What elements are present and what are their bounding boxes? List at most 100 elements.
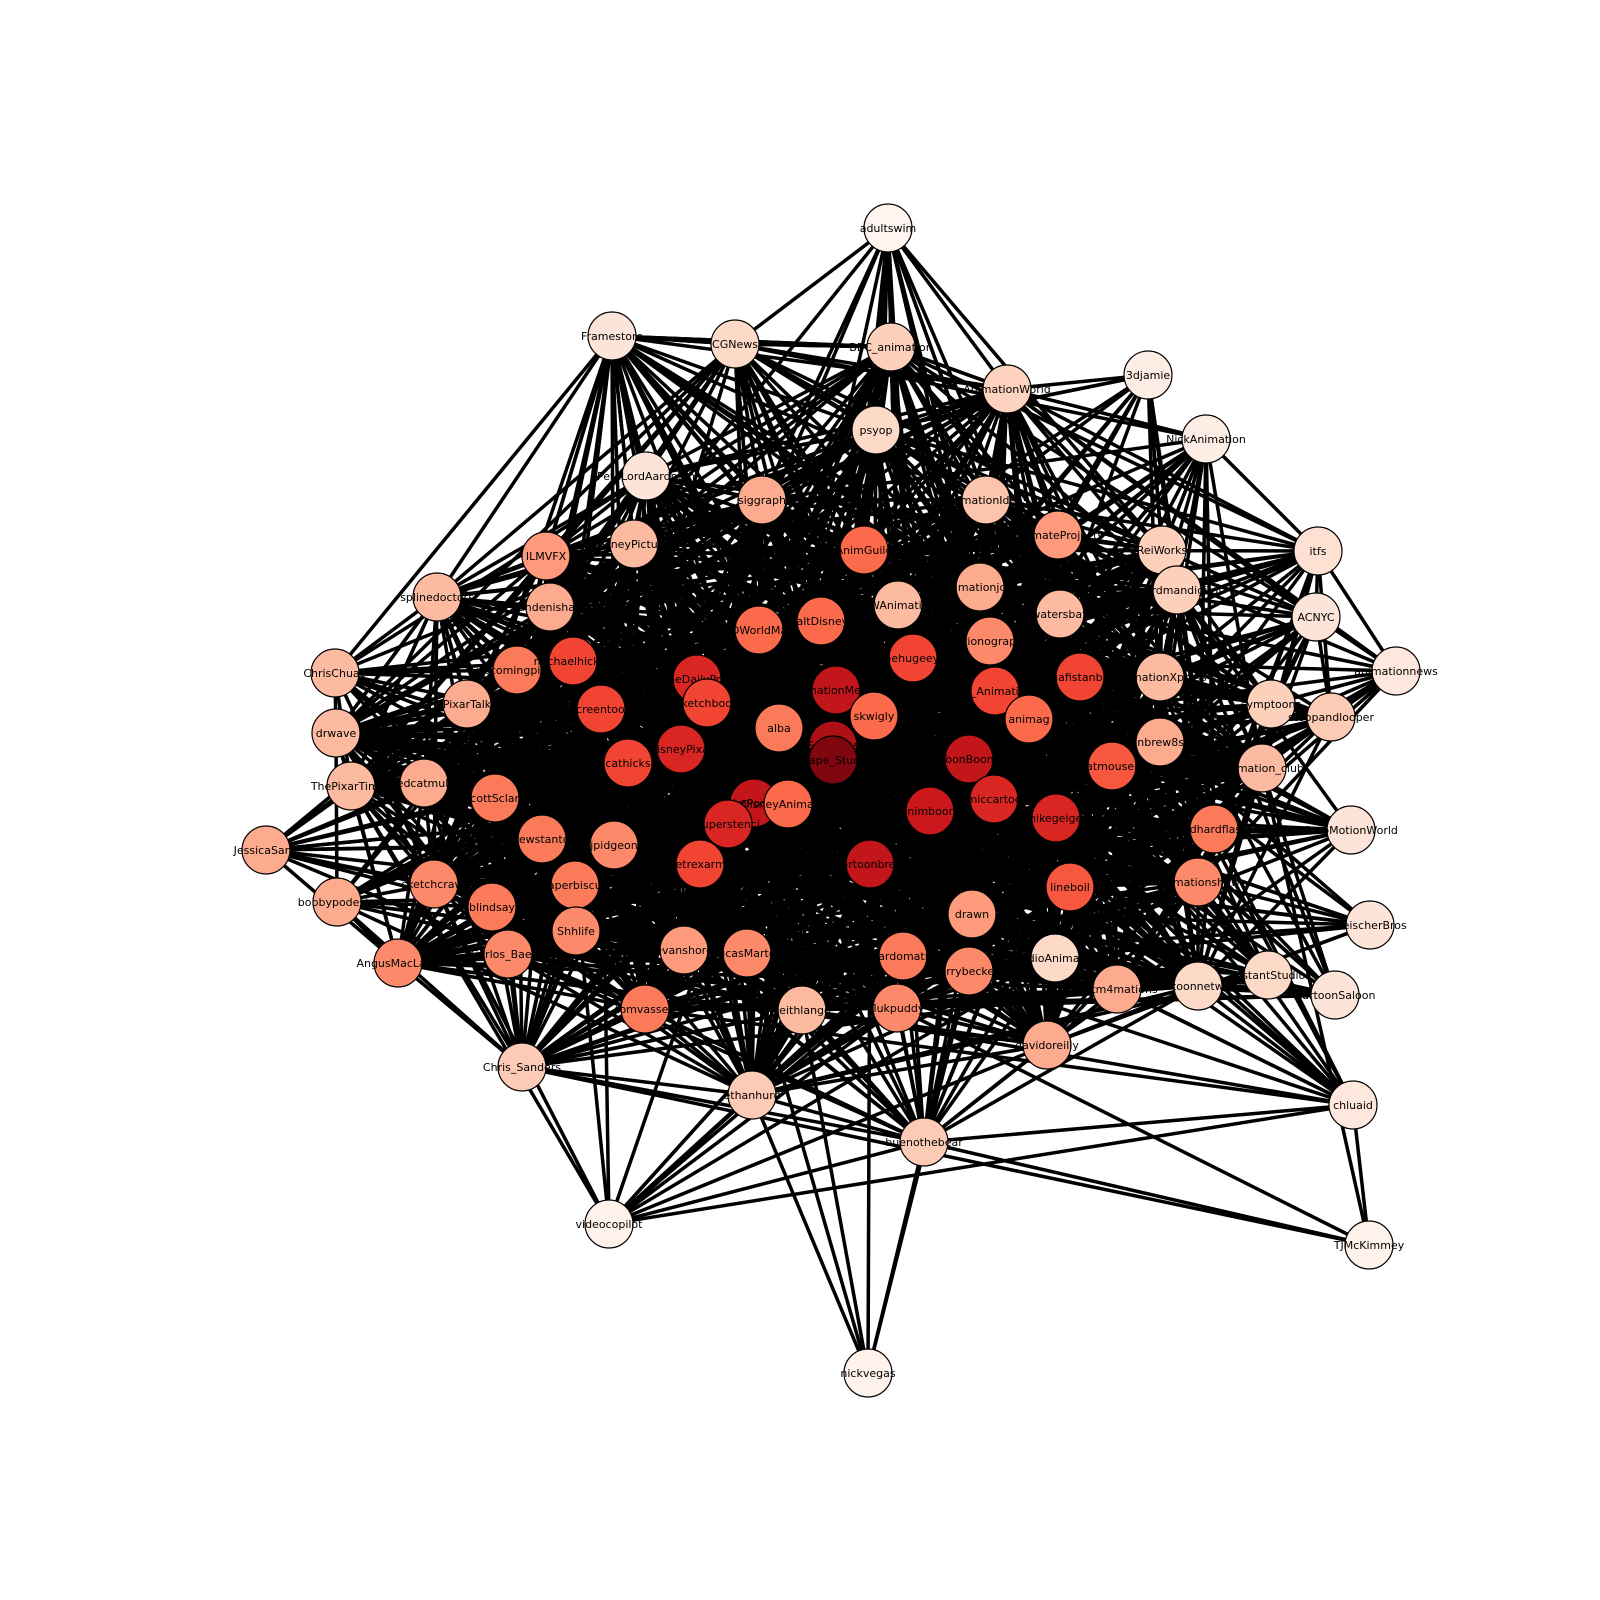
graph-node: paperbiscuit: [541, 860, 610, 910]
edge: [349, 784, 400, 965]
edge: [970, 912, 1200, 988]
node-circle: [955, 562, 1005, 612]
node-circle: [621, 451, 671, 501]
node-circle: [839, 525, 889, 575]
node-circle: [470, 773, 520, 823]
node-label: BBC_animation: [849, 341, 932, 354]
graph-node: comiccartoons: [954, 774, 1035, 824]
node-circle: [899, 1117, 949, 1167]
node-label: animationjobs: [941, 581, 1019, 594]
node-circle: [1135, 717, 1185, 767]
graph-node: CartoonSaloon: [1295, 970, 1375, 1020]
graph-node: nickvegas: [840, 1348, 896, 1398]
node-label: oldhardflash: [1180, 823, 1248, 836]
node-label: AnimGuild: [836, 544, 893, 557]
node-label: Cartoonbrew8stopmo: [1101, 736, 1220, 749]
node-circle: [737, 475, 787, 525]
edge: [682, 948, 754, 1097]
node-label: cathicks: [605, 757, 651, 770]
node-circle: [589, 820, 639, 870]
graph-node: adultswim: [860, 203, 917, 253]
edge: [733, 342, 1009, 391]
node-label: michaelhickey: [534, 655, 613, 668]
node-label: DisneyAnimation: [741, 798, 835, 811]
node-label: ReiWorks: [1137, 544, 1188, 557]
edge: [349, 784, 524, 1069]
node-circle: [1344, 1220, 1394, 1270]
node-label: davidoreilly: [1015, 1039, 1079, 1052]
graph-node: DistantStudio: [1231, 950, 1306, 1000]
edge: [868, 862, 1072, 889]
graph-node: evanshore: [655, 925, 713, 975]
node-circle: [944, 946, 994, 996]
graph-node: BBC_animation: [849, 322, 933, 372]
node-circle: [754, 703, 804, 753]
graph-node: Chris_Sanders: [483, 1042, 561, 1092]
graph-node: scottSclark: [465, 773, 526, 823]
node-label: Chris_Sanders: [483, 1061, 561, 1074]
node-label: DisneyPictures: [593, 538, 674, 551]
edge: [607, 1043, 1049, 1226]
node-label: adultswim: [860, 222, 917, 235]
graph-node: animationshow: [1156, 857, 1240, 907]
edge: [632, 542, 982, 589]
edge: [1260, 766, 1337, 997]
graph-node: DisneyPictures: [593, 519, 675, 569]
node-label: animationnews: [1354, 665, 1438, 678]
graph-node: cartoonbrew: [835, 839, 905, 889]
edge: [1115, 827, 1216, 991]
graph-node: itfs: [1293, 526, 1343, 576]
node-label: skwigly: [854, 710, 895, 723]
node-circle: [905, 786, 955, 836]
node-circle: [1345, 900, 1395, 950]
node-label: evanshore: [655, 944, 713, 957]
graph-node: CGNews: [710, 319, 760, 369]
edge: [520, 880, 1200, 1069]
edge: [1053, 827, 1216, 960]
edge: [334, 731, 339, 904]
node-label: thehugeeye: [880, 652, 946, 665]
edge: [1005, 387, 1164, 552]
edge: [644, 387, 1009, 478]
graph-node: animation_club: [1220, 743, 1304, 793]
graph-node: screentoon: [570, 684, 632, 734]
edge: [984, 498, 1320, 553]
graph-node: drawn: [947, 889, 997, 939]
graph-node: splinedoctors: [400, 572, 474, 622]
edge: [334, 554, 548, 735]
node-circle: [866, 322, 916, 372]
graph-node: siggraph: [737, 475, 787, 525]
node-label: AnimationMentor: [789, 684, 884, 697]
graph-node: terrybeckett: [935, 946, 1003, 996]
edge: [607, 1103, 1355, 1226]
node-circle: [525, 582, 575, 632]
graph-node: PeteLordAardman: [597, 451, 695, 501]
edge: [493, 796, 1216, 831]
graph-node: drwave: [311, 708, 361, 758]
node-label: nickvegas: [840, 1367, 895, 1380]
graph-node: watersbay: [1031, 589, 1089, 639]
graph-node: animboom: [901, 786, 959, 836]
graph-node: symptoons: [1241, 679, 1301, 729]
node-circle: [1135, 652, 1185, 702]
graph-node: AnimationIdeas: [943, 475, 1029, 525]
node-label: videocopilot: [576, 1218, 644, 1231]
graph-node: TJMcKimmey: [1333, 1220, 1405, 1270]
node-circle: [483, 929, 533, 979]
node-label: ACNYC: [1297, 611, 1334, 624]
node-label: mikegeiger: [1025, 812, 1087, 825]
graph-node: DWAnimation: [861, 580, 935, 630]
node-label: comiccartoons: [954, 793, 1035, 806]
edge: [643, 954, 905, 1011]
node-circle: [982, 364, 1032, 414]
node-label: ToonBoom: [939, 753, 997, 766]
node-label: Framestore: [581, 330, 643, 343]
graph-node: buenothebear: [885, 1117, 963, 1167]
node-label: blindsay: [469, 901, 516, 914]
edge: [520, 1065, 754, 1097]
graph-node: ToonBoom: [939, 734, 998, 784]
graph-node: videocopilot: [576, 1199, 644, 1249]
node-circle: [873, 580, 923, 630]
node-label: Escape_Studios: [790, 754, 876, 767]
